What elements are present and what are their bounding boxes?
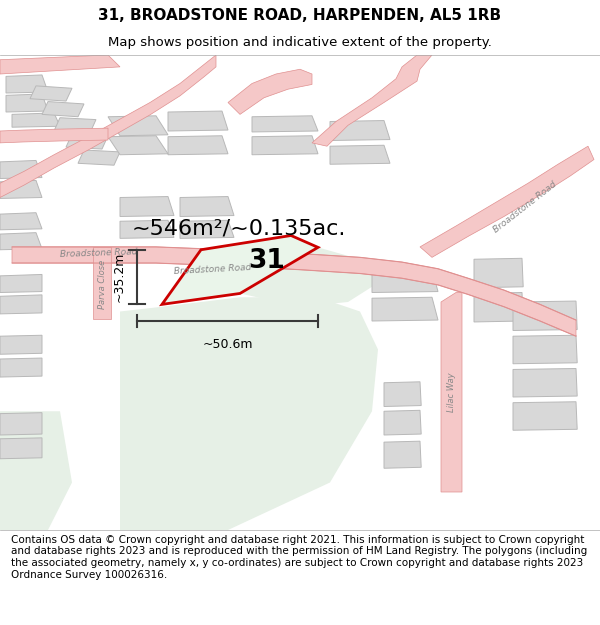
- Polygon shape: [93, 248, 111, 319]
- Polygon shape: [252, 136, 318, 155]
- Polygon shape: [12, 247, 576, 336]
- Polygon shape: [474, 292, 523, 322]
- Polygon shape: [120, 298, 378, 530]
- Polygon shape: [252, 116, 318, 132]
- Polygon shape: [384, 410, 421, 435]
- Polygon shape: [420, 146, 594, 258]
- Text: ~546m²/~0.135ac.: ~546m²/~0.135ac.: [132, 218, 346, 238]
- Polygon shape: [6, 75, 48, 93]
- Polygon shape: [513, 335, 577, 364]
- Polygon shape: [0, 335, 42, 354]
- Text: Broadstone Road: Broadstone Road: [174, 263, 252, 276]
- Polygon shape: [0, 411, 72, 530]
- Polygon shape: [0, 358, 42, 377]
- Polygon shape: [513, 369, 577, 397]
- Polygon shape: [513, 402, 577, 430]
- Polygon shape: [0, 161, 42, 179]
- Polygon shape: [228, 69, 312, 114]
- Polygon shape: [108, 116, 168, 136]
- Polygon shape: [0, 128, 108, 143]
- Polygon shape: [42, 101, 84, 117]
- Polygon shape: [12, 113, 60, 128]
- Polygon shape: [120, 220, 174, 238]
- Text: Lilac Way: Lilac Way: [446, 372, 456, 412]
- Polygon shape: [240, 248, 378, 307]
- Text: ~50.6m: ~50.6m: [202, 338, 253, 351]
- Polygon shape: [108, 136, 168, 155]
- Polygon shape: [372, 298, 438, 321]
- Text: Parva Close: Parva Close: [98, 259, 107, 309]
- Text: Broadstone Road: Broadstone Road: [60, 248, 138, 259]
- Polygon shape: [54, 118, 96, 133]
- Polygon shape: [513, 301, 577, 331]
- Polygon shape: [330, 121, 390, 141]
- Polygon shape: [312, 55, 432, 146]
- Polygon shape: [66, 134, 108, 149]
- Polygon shape: [120, 196, 174, 216]
- Polygon shape: [0, 181, 42, 199]
- Polygon shape: [0, 232, 42, 250]
- Polygon shape: [162, 236, 318, 304]
- Polygon shape: [384, 382, 421, 406]
- Polygon shape: [384, 441, 421, 468]
- Polygon shape: [0, 55, 216, 198]
- Polygon shape: [168, 111, 228, 131]
- Text: 31: 31: [248, 248, 285, 274]
- Text: Map shows position and indicative extent of the property.: Map shows position and indicative extent…: [108, 36, 492, 49]
- Polygon shape: [180, 220, 234, 238]
- Polygon shape: [330, 145, 390, 164]
- Polygon shape: [180, 196, 234, 216]
- Polygon shape: [6, 94, 48, 112]
- Polygon shape: [78, 150, 120, 165]
- Polygon shape: [372, 270, 438, 292]
- Polygon shape: [0, 438, 42, 459]
- Text: ~35.2m: ~35.2m: [113, 252, 126, 302]
- Polygon shape: [0, 295, 42, 314]
- Polygon shape: [441, 292, 462, 492]
- Text: Contains OS data © Crown copyright and database right 2021. This information is : Contains OS data © Crown copyright and d…: [11, 535, 587, 579]
- Polygon shape: [0, 213, 42, 230]
- Text: 31, BROADSTONE ROAD, HARPENDEN, AL5 1RB: 31, BROADSTONE ROAD, HARPENDEN, AL5 1RB: [98, 8, 502, 23]
- Polygon shape: [0, 55, 120, 74]
- Polygon shape: [0, 412, 42, 435]
- Text: Broadstone Road: Broadstone Road: [491, 179, 559, 234]
- Polygon shape: [30, 86, 72, 101]
- Polygon shape: [0, 274, 42, 292]
- Polygon shape: [474, 258, 523, 288]
- Polygon shape: [168, 136, 228, 155]
